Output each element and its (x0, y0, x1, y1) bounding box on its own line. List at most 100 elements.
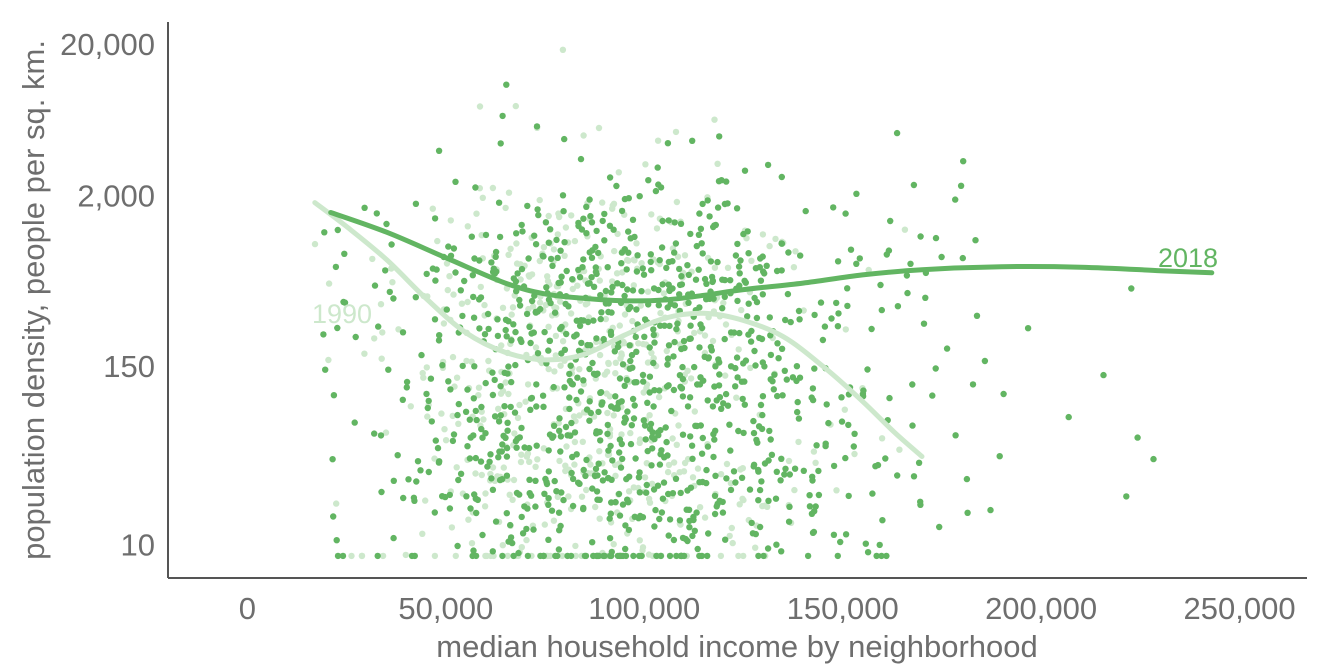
data-point-2018 (656, 387, 663, 394)
data-point-2018 (499, 476, 506, 483)
data-point-2018 (590, 317, 597, 324)
data-point-1990 (630, 484, 637, 491)
data-point-2018 (704, 397, 711, 404)
data-point-2018 (592, 465, 600, 472)
data-point-1990 (896, 446, 903, 453)
x-axis-title: median household income by neighborhood (436, 629, 1038, 664)
data-point-2018 (753, 298, 761, 306)
data-point-2018 (766, 427, 773, 435)
data-point-2018 (981, 357, 989, 365)
data-point-1990 (812, 459, 819, 466)
data-point-1990 (609, 278, 616, 285)
data-point-2018 (563, 330, 570, 338)
data-point-2018 (764, 545, 772, 552)
data-point-1990 (431, 552, 439, 560)
data-point-1990 (536, 196, 543, 204)
data-point-1990 (485, 357, 492, 365)
data-point-2018 (412, 294, 419, 301)
data-point-2018 (683, 506, 690, 513)
data-point-2018 (713, 503, 720, 510)
data-point-1990 (587, 461, 594, 468)
data-point-2018 (686, 524, 693, 531)
data-point-2018 (484, 310, 492, 318)
data-point-2018 (752, 362, 759, 369)
data-point-2018 (761, 270, 768, 277)
data-point-2018 (649, 445, 656, 452)
data-point-1990 (648, 480, 656, 487)
data-point-2018 (952, 432, 959, 439)
data-point-1990 (733, 394, 740, 401)
data-point-2018 (661, 322, 668, 329)
data-point-1990 (691, 408, 698, 415)
data-point-1990 (696, 504, 704, 511)
data-point-2018 (378, 488, 385, 496)
data-point-1990 (709, 337, 717, 345)
data-point-2018 (774, 392, 781, 400)
data-point-1990 (495, 405, 502, 412)
data-point-1990 (735, 552, 742, 560)
data-point-2018 (471, 363, 478, 370)
data-point-2018 (647, 420, 655, 428)
y-tick-label: 2,000 (77, 179, 155, 214)
data-point-2018 (659, 217, 666, 225)
data-point-2018 (689, 455, 696, 462)
data-point-2018 (705, 530, 712, 537)
data-point-2018 (556, 427, 563, 434)
data-point-2018 (566, 370, 573, 378)
data-point-2018 (521, 503, 528, 510)
data-point-2018 (622, 416, 629, 423)
data-point-2018 (741, 167, 749, 174)
data-point-2018 (834, 258, 842, 265)
data-point-2018 (555, 546, 563, 553)
data-point-1990 (534, 456, 541, 463)
data-point-2018 (636, 552, 643, 560)
data-point-2018 (499, 441, 506, 448)
data-point-1990 (722, 372, 729, 379)
y-axis-ticks: 10 150 2,000 20,000 (60, 27, 155, 562)
data-point-2018 (595, 249, 602, 257)
data-point-2018 (752, 265, 760, 272)
data-point-2018 (390, 534, 397, 542)
data-point-1990 (621, 311, 629, 318)
data-point-2018 (417, 467, 424, 474)
data-point-1990 (726, 532, 733, 540)
data-point-2018 (497, 140, 504, 147)
data-point-2018 (716, 497, 723, 504)
data-point-2018 (457, 470, 465, 477)
data-point-2018 (651, 339, 658, 346)
data-point-1990 (562, 462, 569, 469)
data-point-2018 (727, 486, 735, 494)
data-point-2018 (813, 442, 820, 449)
data-point-2018 (626, 342, 633, 349)
data-point-2018 (787, 318, 794, 326)
data-point-1990 (559, 338, 567, 345)
data-point-2018 (759, 411, 766, 419)
data-point-1990 (637, 302, 644, 309)
data-point-2018 (635, 474, 643, 481)
data-point-2018 (862, 540, 869, 547)
data-point-2018 (773, 468, 780, 475)
data-point-2018 (838, 418, 846, 425)
data-point-2018 (628, 422, 635, 429)
data-point-2018 (568, 469, 575, 477)
data-point-2018 (625, 499, 632, 506)
data-point-1990 (379, 329, 386, 336)
data-point-2018 (545, 495, 552, 502)
data-point-2018 (515, 549, 522, 557)
data-point-2018 (734, 297, 741, 305)
data-point-2018 (876, 541, 883, 549)
data-point-2018 (507, 403, 514, 411)
data-point-2018 (640, 378, 647, 385)
data-point-1990 (514, 414, 522, 422)
data-point-2018 (641, 422, 649, 429)
data-point-2018 (482, 430, 489, 437)
data-point-2018 (879, 517, 886, 524)
data-point-1990 (419, 369, 426, 377)
data-point-2018 (640, 417, 647, 424)
data-point-2018 (625, 249, 632, 256)
data-point-2018 (650, 326, 657, 333)
data-point-2018 (685, 271, 692, 279)
data-point-2018 (842, 454, 849, 462)
data-point-2018 (873, 552, 880, 560)
